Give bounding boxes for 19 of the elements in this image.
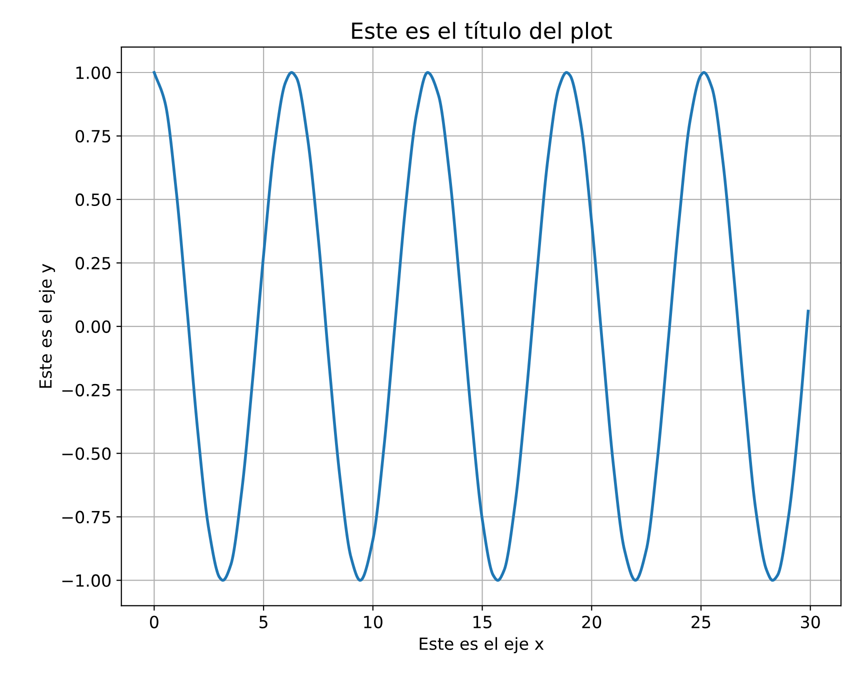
x-axis-title: Este es el eje x — [420, 637, 544, 654]
y-tick-label: −1.00 — [62, 574, 111, 587]
y-tick-label: 1.00 — [76, 66, 111, 80]
x-tick-label: 25 — [692, 616, 710, 628]
y-tick-label: −0.75 — [62, 510, 110, 524]
chart-title: Este es el título del plot — [352, 21, 612, 44]
y-axis-title: Este es el eje y — [38, 264, 56, 388]
y-tick-label: 0.50 — [76, 193, 111, 206]
x-tick-label: 5 — [260, 616, 268, 628]
y-tick-label: 0.25 — [76, 256, 110, 270]
y-tick-label: −0.25 — [62, 384, 110, 396]
x-tick-label: 0 — [150, 616, 158, 628]
x-tick-label: 15 — [474, 616, 492, 628]
x-tick-label: 10 — [364, 616, 382, 628]
y-tick-label: 0.00 — [76, 320, 111, 333]
y-tick-label: 0.75 — [76, 130, 110, 143]
x-tick-label: 30 — [801, 616, 820, 628]
x-tick-label: 20 — [582, 616, 602, 628]
y-tick-label: −0.50 — [62, 447, 111, 460]
